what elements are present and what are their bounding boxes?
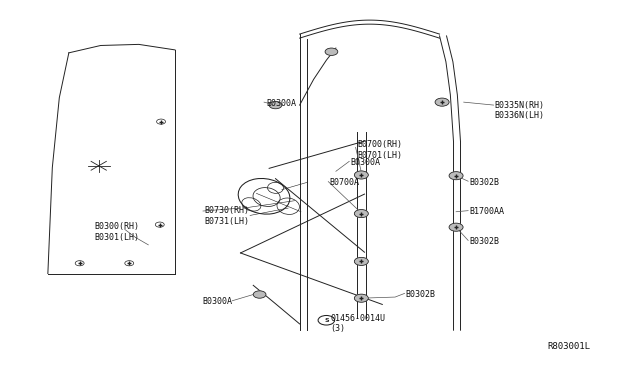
Text: B0300(RH)
B0301(LH): B0300(RH) B0301(LH) [94, 222, 140, 242]
Text: B0300A: B0300A [266, 99, 296, 108]
Text: S: S [324, 318, 329, 323]
Text: B0302B: B0302B [469, 237, 499, 246]
Text: B0302B: B0302B [406, 290, 436, 299]
Circle shape [355, 209, 369, 218]
Text: B0730(RH)
B0731(LH): B0730(RH) B0731(LH) [204, 206, 249, 226]
Circle shape [355, 171, 369, 179]
Circle shape [355, 294, 369, 302]
Circle shape [253, 291, 266, 298]
Text: B0335N(RH)
B0336N(LH): B0335N(RH) B0336N(LH) [495, 101, 545, 120]
Circle shape [355, 257, 369, 266]
Circle shape [449, 223, 463, 231]
Text: R803001L: R803001L [548, 341, 591, 350]
Circle shape [449, 171, 463, 180]
Text: B0300A: B0300A [351, 158, 381, 167]
Text: B1700AA: B1700AA [469, 207, 504, 216]
Text: 01456-0014U
(3): 01456-0014U (3) [330, 314, 385, 333]
Text: B0300A: B0300A [202, 297, 232, 307]
Circle shape [269, 102, 282, 109]
Text: B0302B: B0302B [469, 178, 499, 187]
Circle shape [325, 48, 338, 55]
Text: B0700(RH)
B0701(LH): B0700(RH) B0701(LH) [357, 140, 402, 160]
Text: B0700A: B0700A [330, 178, 360, 187]
Circle shape [435, 98, 449, 106]
